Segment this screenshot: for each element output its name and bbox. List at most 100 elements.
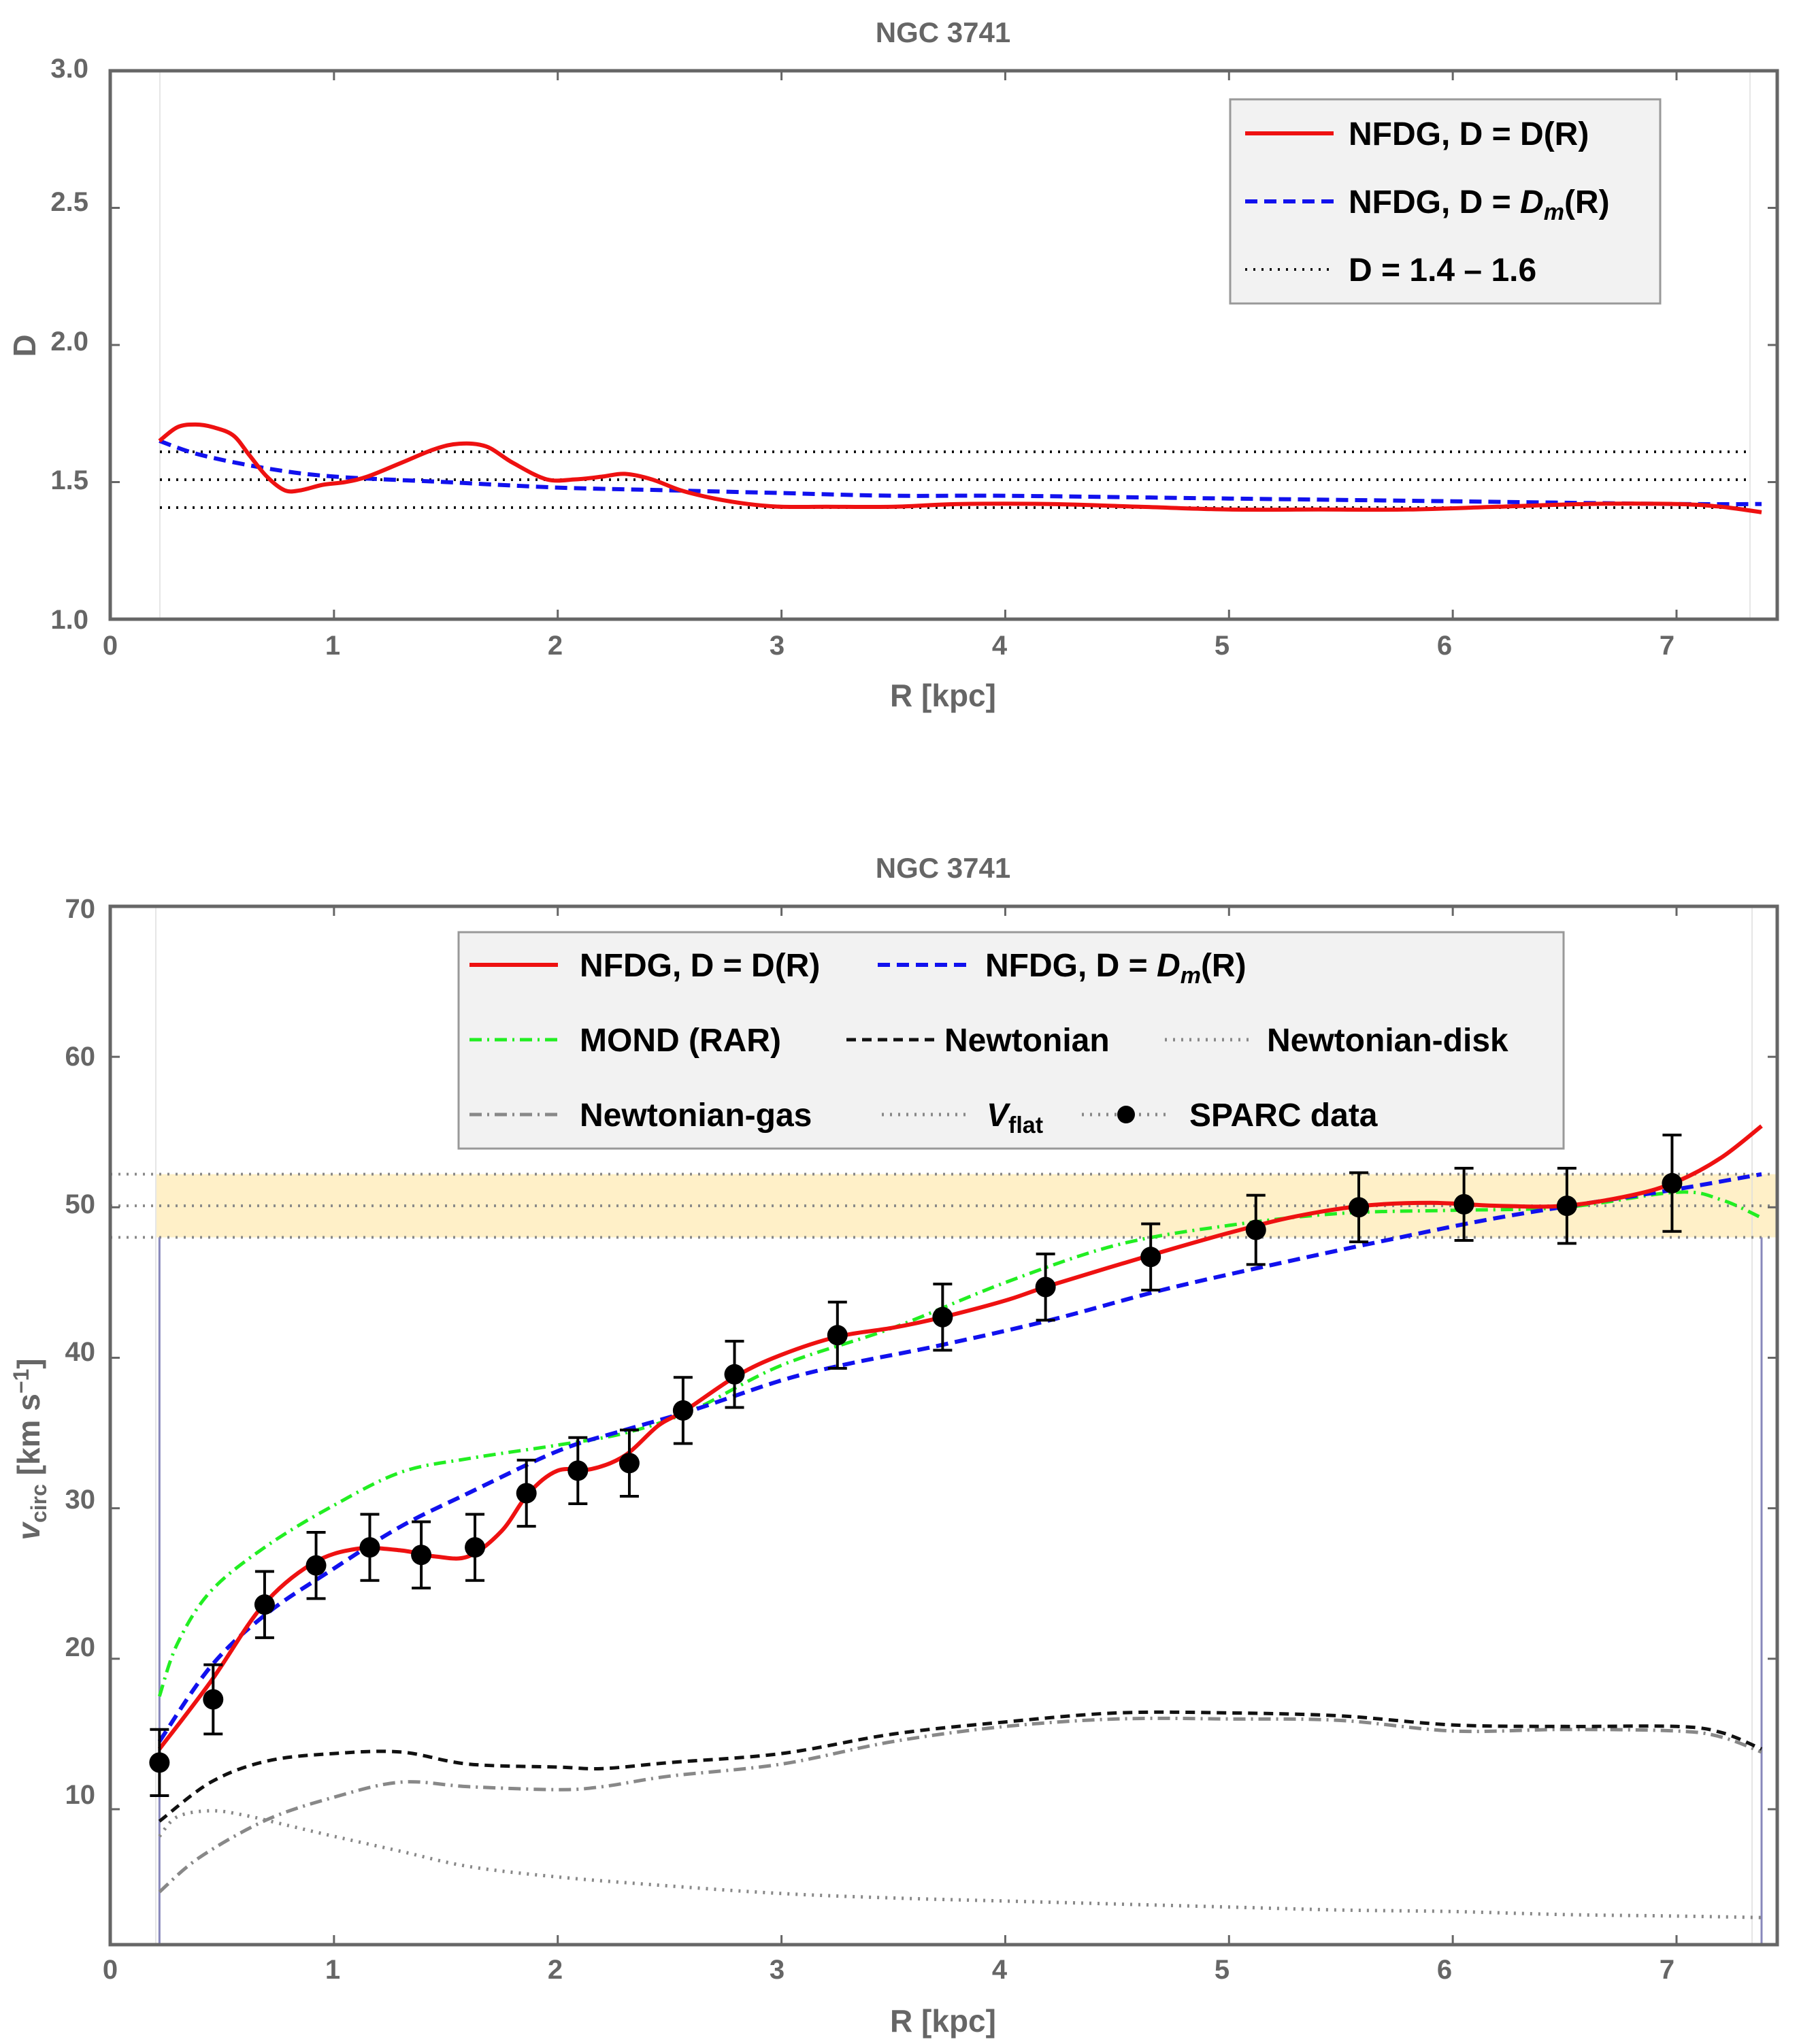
top-y-tick-label: 1.0 bbox=[50, 605, 88, 635]
sparc-point bbox=[567, 1436, 589, 1506]
legend-label-nfdg-dr: NFDG, D = D(R) bbox=[1349, 116, 1589, 152]
sparc-point bbox=[411, 1520, 432, 1589]
sparc-marker bbox=[306, 1555, 327, 1576]
legend-label-newtonian-disk: Newtonian-disk bbox=[1267, 1023, 1508, 1059]
sparc-point bbox=[827, 1300, 848, 1370]
sparc-point bbox=[724, 1340, 745, 1409]
sparc-point bbox=[254, 1570, 275, 1639]
legend-label-vflat: Vflat bbox=[987, 1098, 1043, 1138]
bottom-y-axis-label: vcirc [km s−1] bbox=[9, 1358, 51, 1540]
top-y-axis: 1.0 1.5 2.0 2.5 3.0 bbox=[50, 54, 88, 635]
sparc-marker bbox=[618, 1453, 640, 1474]
sparc-marker bbox=[1556, 1196, 1577, 1217]
bottom-x-tick-label: 7 bbox=[1660, 1955, 1674, 1985]
legend-label-nfdg-dm: NFDG, D = Dm(R) bbox=[985, 948, 1247, 989]
sparc-point bbox=[203, 1663, 224, 1736]
legend-label-sparc: SPARC data bbox=[1189, 1098, 1378, 1134]
top-x-tick-label: 6 bbox=[1437, 631, 1452, 661]
sparc-point bbox=[618, 1428, 640, 1498]
top-y-tick-label: 2.0 bbox=[50, 327, 88, 357]
sparc-marker bbox=[672, 1400, 693, 1421]
bottom-plot-frame bbox=[108, 904, 1779, 1947]
series-newtonian-line bbox=[158, 1710, 1762, 1823]
sparc-point bbox=[1349, 1171, 1370, 1244]
bottom-y-tick-label: 40 bbox=[65, 1337, 96, 1367]
bottom-tick-marks bbox=[110, 906, 1777, 1945]
sparc-point bbox=[516, 1458, 537, 1528]
sparc-marker bbox=[359, 1537, 380, 1558]
bottom-x-tick-label: 1 bbox=[325, 1955, 340, 1985]
series-newtonian-disk-line bbox=[158, 1809, 1762, 1919]
sparc-marker bbox=[1035, 1276, 1056, 1298]
sparc-point bbox=[1140, 1222, 1161, 1291]
top-y-axis-label: D bbox=[7, 334, 42, 357]
sparc-marker bbox=[724, 1364, 745, 1385]
top-x-axis-label: R [kpc] bbox=[890, 678, 996, 713]
top-x-tick-label: 5 bbox=[1215, 631, 1229, 661]
bottom-legend-box bbox=[457, 931, 1565, 1150]
bottom-y-tick-label: 10 bbox=[65, 1780, 96, 1810]
top-tick-marks bbox=[110, 71, 1777, 619]
top-x-tick-label: 2 bbox=[548, 631, 563, 661]
bottom-y-tick-label: 20 bbox=[65, 1632, 96, 1662]
sparc-marker bbox=[567, 1460, 589, 1481]
series-newtonian-gas-line bbox=[158, 1716, 1762, 1894]
sparc-marker bbox=[411, 1545, 432, 1566]
sparc-marker bbox=[827, 1325, 848, 1346]
series-mond-rar-line bbox=[157, 1190, 1763, 1697]
sparc-point bbox=[1662, 1134, 1683, 1233]
bottom-x-tick-label: 3 bbox=[770, 1955, 785, 1985]
top-x-tick-label: 4 bbox=[992, 631, 1008, 661]
bottom-y-tick-label: 50 bbox=[65, 1189, 96, 1219]
top-x-tick-label: 7 bbox=[1660, 631, 1674, 661]
legend-label-nfdg-dm: NFDG, D = Dm(R) bbox=[1349, 184, 1610, 225]
top-reference-lines bbox=[160, 450, 1750, 509]
bottom-x-tick-label: 6 bbox=[1437, 1955, 1452, 1985]
sparc-marker bbox=[1140, 1247, 1161, 1268]
top-y-tick-label: 2.5 bbox=[50, 187, 88, 217]
sparc-point bbox=[149, 1728, 170, 1798]
top-legend: NFDG, D = D(R) NFDG, D = Dm(R) D = 1.4 –… bbox=[1229, 98, 1662, 305]
sparc-marker bbox=[1662, 1172, 1683, 1193]
bottom-plot-area bbox=[110, 906, 1777, 1945]
sparc-data-points bbox=[149, 1134, 1683, 1798]
sparc-point bbox=[465, 1513, 486, 1582]
sparc-marker bbox=[149, 1752, 170, 1773]
sparc-point bbox=[1556, 1166, 1577, 1245]
top-plot-area bbox=[158, 71, 1762, 619]
sparc-marker bbox=[203, 1689, 224, 1710]
sparc-point bbox=[1245, 1193, 1266, 1266]
bottom-y-axis: 10 20 30 40 50 60 70 bbox=[65, 894, 96, 1810]
legend-label-d-range: D = 1.4 – 1.6 bbox=[1349, 252, 1536, 289]
sparc-point bbox=[672, 1376, 693, 1445]
sparc-marker bbox=[1245, 1219, 1266, 1240]
bottom-chart: NGC 3741 0 1 2 3 4 5 6 bbox=[9, 852, 1779, 2039]
top-x-tick-label: 3 bbox=[770, 631, 785, 661]
sparc-point bbox=[359, 1513, 380, 1582]
bottom-y-tick-label: 60 bbox=[65, 1042, 96, 1072]
bottom-x-axis-label: R [kpc] bbox=[890, 2003, 996, 2039]
series-nfdg-dr-line bbox=[158, 422, 1762, 514]
top-y-tick-label: 1.5 bbox=[50, 465, 88, 495]
sparc-marker bbox=[465, 1537, 486, 1558]
legend-swatch-sparc-marker bbox=[1117, 1106, 1135, 1123]
top-x-tick-label: 0 bbox=[103, 631, 118, 661]
top-chart: NGC 3741 0 1 2 3 4 5 6 7 1.0 1.5 bbox=[7, 16, 1779, 713]
sparc-marker bbox=[254, 1594, 275, 1615]
bottom-x-tick-label: 0 bbox=[103, 1955, 118, 1985]
sparc-marker bbox=[1453, 1193, 1474, 1215]
bottom-x-tick-label: 2 bbox=[548, 1955, 563, 1985]
bottom-legend: NFDG, D = D(R) NFDG, D = Dm(R) MOND (RAR… bbox=[457, 931, 1565, 1150]
sparc-marker bbox=[1349, 1197, 1370, 1218]
series-nfdg-dm-line bbox=[157, 1172, 1762, 1743]
bottom-x-axis: 0 1 2 3 4 5 6 7 bbox=[103, 1955, 1674, 1985]
legend-label-nfdg-dr: NFDG, D = D(R) bbox=[580, 948, 820, 984]
bottom-y-tick-label: 70 bbox=[65, 894, 96, 924]
series-nfdg-dm-line bbox=[159, 439, 1762, 507]
bottom-chart-title: NGC 3741 bbox=[876, 852, 1010, 884]
bottom-x-tick-label: 5 bbox=[1215, 1955, 1229, 1985]
top-x-tick-label: 1 bbox=[325, 631, 340, 661]
legend-label-newtonian-gas: Newtonian-gas bbox=[580, 1098, 812, 1134]
bottom-x-tick-label: 4 bbox=[992, 1955, 1008, 1985]
legend-label-newtonian: Newtonian bbox=[944, 1023, 1110, 1059]
